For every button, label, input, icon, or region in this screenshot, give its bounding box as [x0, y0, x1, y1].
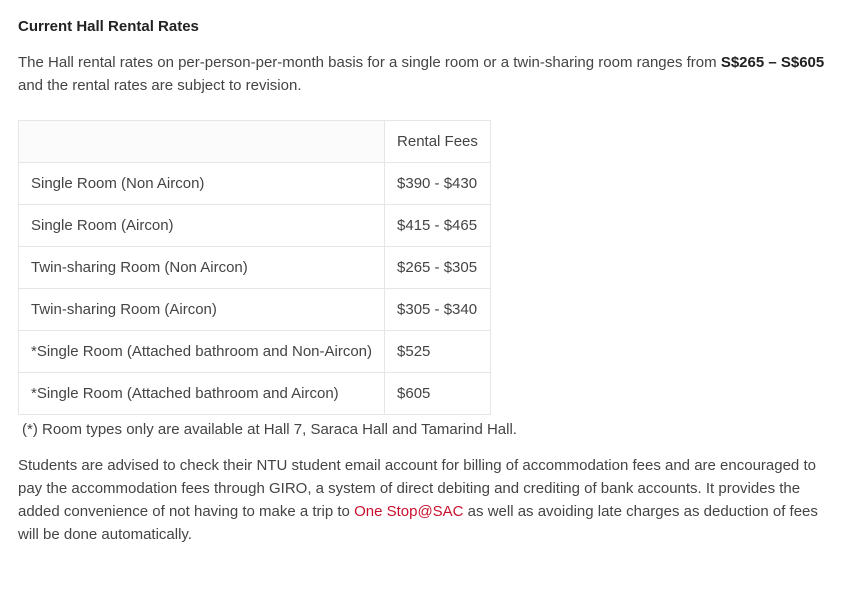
table-row: Single Room (Non Aircon) $390 - $430	[19, 162, 491, 204]
room-fee: $265 - $305	[385, 246, 491, 288]
table-header-fees: Rental Fees	[385, 120, 491, 162]
room-type: *Single Room (Attached bathroom and Non-…	[19, 330, 385, 372]
table-row: *Single Room (Attached bathroom and Non-…	[19, 330, 491, 372]
advice-paragraph: Students are advised to check their NTU …	[18, 454, 837, 547]
room-type: *Single Room (Attached bathroom and Airc…	[19, 372, 385, 414]
room-fee: $605	[385, 372, 491, 414]
intro-prefix: The Hall rental rates on per-person-per-…	[18, 54, 721, 71]
rate-range: S$265 – S$605	[721, 54, 824, 71]
table-row: *Single Room (Attached bathroom and Airc…	[19, 372, 491, 414]
rental-rates-table: Rental Fees Single Room (Non Aircon) $39…	[18, 120, 491, 415]
table-header-blank	[19, 120, 385, 162]
intro-paragraph: The Hall rental rates on per-person-per-…	[18, 51, 837, 98]
room-fee: $415 - $465	[385, 204, 491, 246]
table-row: Single Room (Aircon) $415 - $465	[19, 204, 491, 246]
table-row: Twin-sharing Room (Aircon) $305 - $340	[19, 288, 491, 330]
table-header-row: Rental Fees	[19, 120, 491, 162]
room-type: Single Room (Non Aircon)	[19, 162, 385, 204]
room-fee: $390 - $430	[385, 162, 491, 204]
table-footnote: (*) Room types only are available at Hal…	[22, 421, 837, 438]
one-stop-sac-link[interactable]: One Stop@SAC	[354, 503, 463, 520]
room-fee: $305 - $340	[385, 288, 491, 330]
room-type: Single Room (Aircon)	[19, 204, 385, 246]
room-type: Twin-sharing Room (Aircon)	[19, 288, 385, 330]
table-row: Twin-sharing Room (Non Aircon) $265 - $3…	[19, 246, 491, 288]
room-fee: $525	[385, 330, 491, 372]
page-title: Current Hall Rental Rates	[18, 18, 837, 35]
room-type: Twin-sharing Room (Non Aircon)	[19, 246, 385, 288]
intro-suffix: and the rental rates are subject to revi…	[18, 77, 302, 94]
